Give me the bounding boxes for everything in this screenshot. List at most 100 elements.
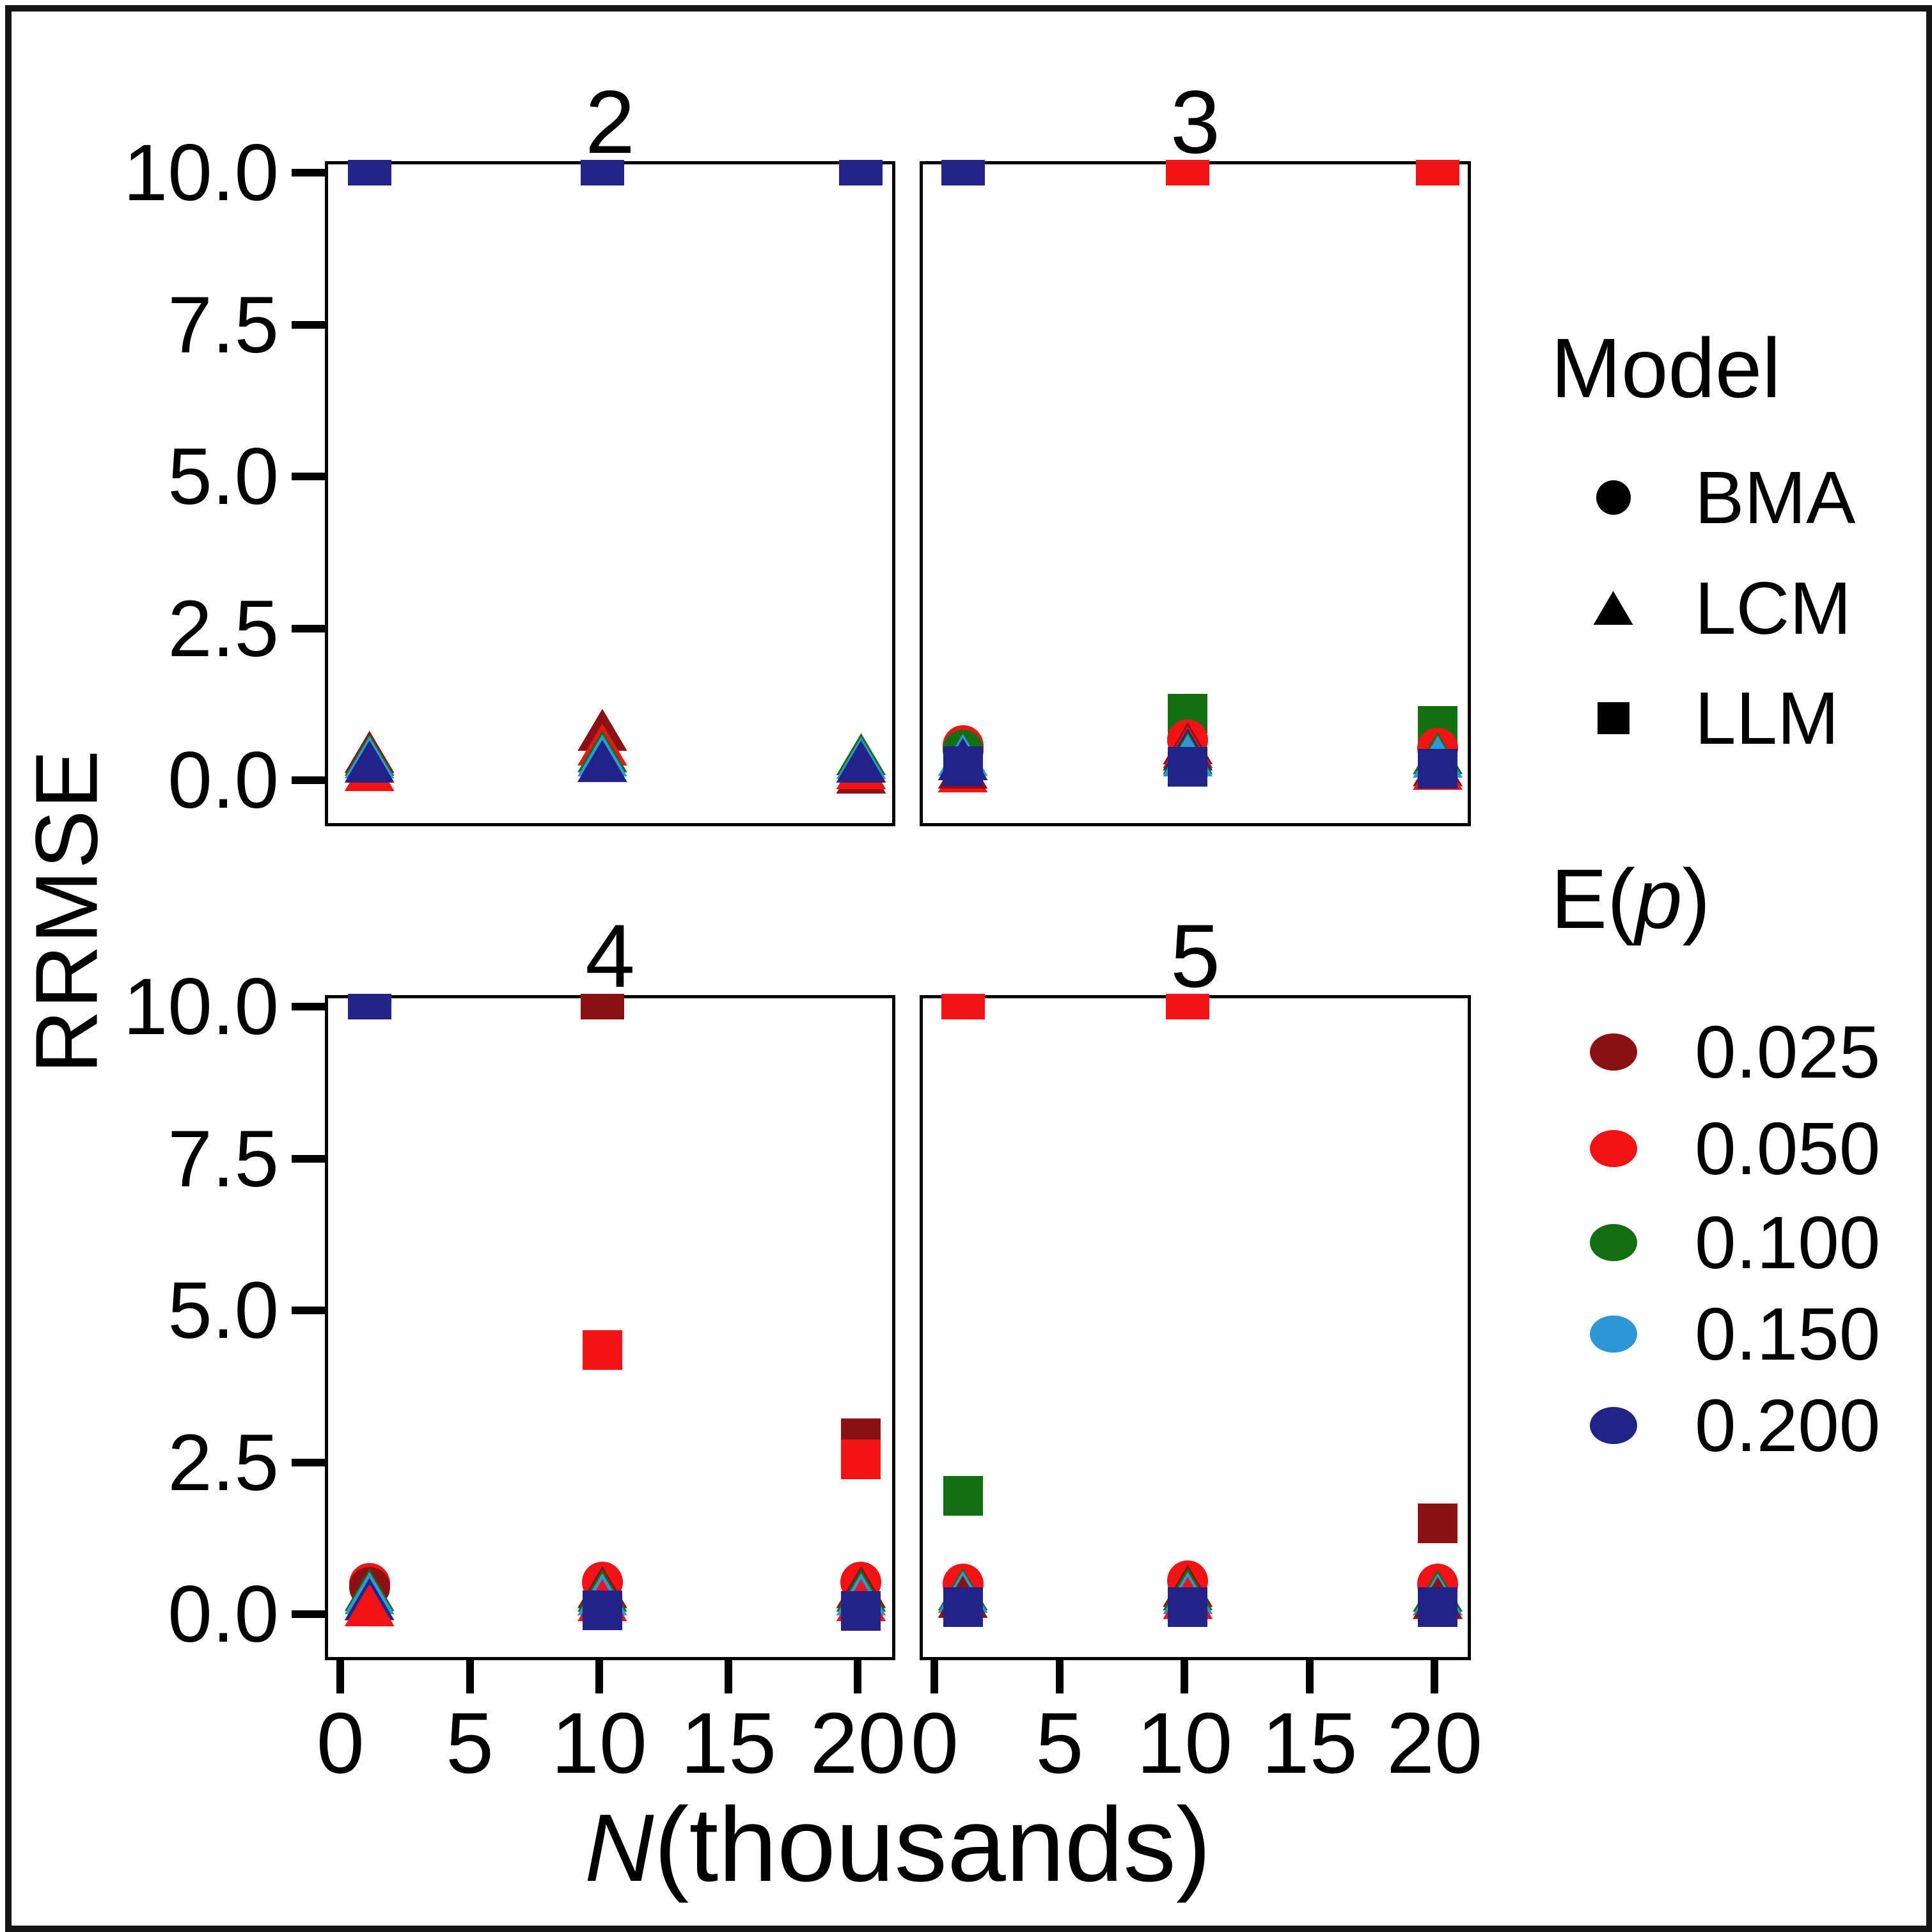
marker-LLM-0.200 (1418, 1587, 1458, 1627)
x-axis-tick-mark (466, 1660, 474, 1693)
marker-LLM-0.200 (347, 994, 391, 1019)
marker-LLM-0.200 (941, 160, 985, 185)
facet-title-5: 5 (1170, 906, 1220, 1006)
x-axis-tick-mark (931, 1660, 939, 1693)
x-axis-tick-mark (1431, 1660, 1439, 1693)
x-axis-tick-mark (595, 1660, 603, 1693)
marker-LLM-0.200 (943, 746, 983, 787)
marker-LLM-0.050 (1166, 160, 1210, 185)
marker-LLM-0.050 (941, 994, 985, 1019)
facet-title-2: 2 (585, 72, 635, 172)
ep-title-p: p (1635, 852, 1683, 946)
x-axis-title-variable: N (585, 1794, 654, 1901)
marker-LLM-0.200 (580, 160, 624, 185)
y-axis-tick-label: 2.5 (168, 1418, 279, 1507)
x-axis-tick-label: 15 (680, 1695, 777, 1791)
ep-title-pre: E( (1551, 852, 1635, 946)
facet-5: 0 5 10 15 20 (911, 994, 1482, 1786)
x-axis-tick-label: 10 (551, 1695, 647, 1791)
legend-item-label: 0.025 (1695, 1010, 1881, 1094)
legend-item-ep-0050: 0.050 (1567, 1102, 1925, 1195)
x-axis-tick-label: 5 (1035, 1695, 1084, 1791)
legend-item-label: LLM (1695, 676, 1839, 760)
marker-LLM-0.200 (347, 160, 391, 185)
bma-circle-icon (1567, 480, 1660, 515)
marker-LLM-0.200 (1168, 747, 1208, 787)
panel-3 (920, 160, 1471, 826)
x-axis-tick-mark (1305, 1660, 1314, 1693)
marker-LLM-0.100 (943, 1476, 983, 1516)
y-axis-tick-label: 7.5 (168, 1114, 279, 1204)
figure-border (5, 5, 1932, 1932)
x-axis-tick-label: 15 (1261, 1695, 1358, 1791)
legend-item-label: 0.100 (1695, 1200, 1881, 1284)
marker-LLM-0.025 (1418, 1503, 1458, 1543)
x-axis-tick-mark (1055, 1660, 1064, 1693)
legend-item-bma: BMA (1567, 451, 1925, 544)
x-axis-tick-label: 0 (910, 1695, 959, 1791)
x-axis-tick-mark (1181, 1660, 1189, 1693)
x-axis-tick-label: 0 (316, 1695, 365, 1791)
legend-item-label: 0.150 (1695, 1292, 1881, 1376)
facet-4: 10.0 7.5 5.0 2.5 0.0 0 5 10 15 20 (123, 967, 906, 1786)
y-axis-tick-mark (292, 473, 325, 480)
x-axis-tick-label: 20 (810, 1695, 906, 1791)
y-axis-tick-label: 0.0 (168, 1570, 279, 1659)
marker-LLM-0.200 (1168, 1587, 1208, 1627)
y-axis-tick-label: 5.0 (168, 1266, 279, 1355)
legend-item-ep-0150: 0.150 (1567, 1287, 1925, 1380)
marker-LLM-0.200 (582, 1590, 622, 1630)
legend-item-lcm: LCM (1567, 562, 1925, 654)
marker-LLM-0.200 (841, 1590, 881, 1631)
marker-LLM-0.200 (839, 160, 883, 185)
y-axis-tick-mark (292, 776, 325, 784)
legend-item-ep-0100: 0.100 (1567, 1196, 1925, 1289)
lcm-triangle-icon (1567, 591, 1660, 625)
marker-LLM-0.050 (582, 1330, 622, 1370)
marker-LCM-0.200 (836, 740, 886, 783)
y-axis-tick-mark (292, 169, 325, 177)
marker-LLM-0.050 (1166, 994, 1210, 1019)
marker-LLM-0.025 (580, 994, 624, 1019)
marker-LLM-0.050 (841, 1440, 881, 1479)
ep-0150-dot-icon (1567, 1315, 1660, 1353)
legend-item-ep-0025: 0.025 (1567, 1005, 1925, 1098)
y-axis-tick-label: 10.0 (123, 962, 279, 1051)
legend-item-label: 0.200 (1695, 1383, 1881, 1467)
y-axis-tick-label: 7.5 (168, 280, 279, 370)
y-axis-tick-mark (292, 1458, 325, 1466)
marker-LLM-0.200 (943, 1587, 983, 1627)
marker-LLM-0.050 (1416, 160, 1460, 185)
y-axis-tick-mark (292, 1003, 325, 1010)
ep-0025-dot-icon (1567, 1033, 1660, 1071)
panel-4 (325, 994, 895, 1660)
x-axis-title: N(thousands) (325, 1784, 1471, 1905)
y-axis-title: RRMSE (17, 748, 116, 1074)
panel-5 (920, 994, 1471, 1660)
ep-0050-dot-icon (1567, 1129, 1660, 1167)
x-axis-tick-label: 5 (446, 1695, 494, 1791)
y-axis-tick-mark (292, 1610, 325, 1618)
legend-item-label: 0.050 (1695, 1106, 1881, 1190)
x-axis-tick-mark (336, 1660, 345, 1693)
y-axis-tick-label: 5.0 (168, 432, 279, 521)
y-axis-tick-label: 2.5 (168, 584, 279, 673)
legend-item-llm: LLM (1567, 671, 1925, 764)
y-axis-tick-mark (292, 624, 325, 632)
x-axis-title-units: (thousands) (654, 1786, 1211, 1903)
y-axis-tick-mark (292, 1307, 325, 1314)
ep-title-post: ) (1682, 852, 1711, 946)
facet-2: 10.0 7.5 5.0 2.5 0.0 (123, 133, 895, 826)
legend-item-ep-0200: 0.200 (1567, 1379, 1925, 1472)
ep-0200-dot-icon (1567, 1406, 1660, 1444)
legend-ep-title: E(p) (1551, 851, 1710, 947)
facet-title-3: 3 (1170, 72, 1220, 172)
y-axis-tick-mark (292, 320, 325, 329)
facet-title-4: 4 (585, 906, 635, 1006)
ep-0100-dot-icon (1567, 1223, 1660, 1261)
x-axis-tick-label: 20 (1386, 1695, 1483, 1791)
x-axis-tick-label: 10 (1136, 1695, 1233, 1791)
marker-LLM-0.200 (1418, 749, 1458, 789)
x-axis-tick-mark (854, 1660, 862, 1693)
facet-3 (920, 160, 1471, 826)
